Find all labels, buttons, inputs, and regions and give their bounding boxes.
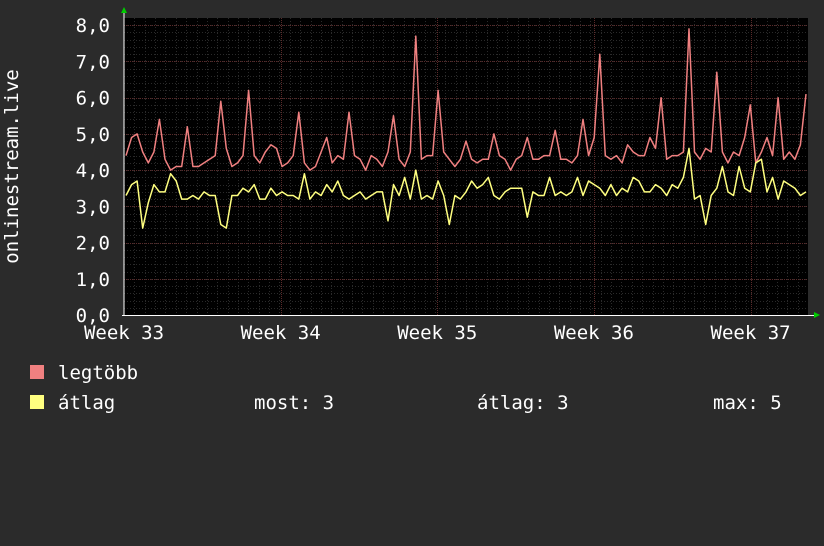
y-tick-label: 6,0 <box>76 88 110 110</box>
stat-most-value: 3 <box>322 392 335 414</box>
stat-max: max: 5 <box>713 392 782 414</box>
legend-label-atlag: átlag <box>58 392 116 414</box>
legend-label-legtobb: legtöbb <box>58 362 139 384</box>
legend-row-legtobb: legtöbb <box>30 362 138 384</box>
chart-area: 0,0 1,0 2,0 3,0 4,0 5,0 6,0 7,0 8,0 Week 33 Week 3… <box>1 7 820 344</box>
stat-most: most: 3 <box>254 392 334 414</box>
y-axis-arrow-icon <box>121 7 127 13</box>
x-tick-label: Week 34 <box>241 322 321 344</box>
stat-max-value: 5 <box>770 392 782 414</box>
x-axis-arrow-icon <box>814 312 820 318</box>
y-axis-label: onlinestream.live <box>1 69 23 263</box>
y-tick-label: 4,0 <box>76 160 110 182</box>
legend: legtöbb átlag most: 3 átlag: 3 max: 5 <box>30 362 810 422</box>
legend-swatch-atlag <box>30 395 44 409</box>
line-chart: 0,0 1,0 2,0 3,0 4,0 5,0 6,0 7,0 8,0 Week 33 Week 3… <box>1 7 820 344</box>
y-tick-label: 5,0 <box>76 124 110 146</box>
legend-swatch-legtobb <box>30 365 44 379</box>
series-line-1 <box>125 147 807 229</box>
stat-atlag: átlag: 3 <box>477 392 569 414</box>
y-tick-label: 2,0 <box>76 233 110 255</box>
x-tick-label: Week 36 <box>554 322 634 344</box>
y-tick-label: 1,0 <box>76 269 110 291</box>
y-tick-label: 8,0 <box>76 15 110 37</box>
stat-max-label: max: <box>713 392 759 414</box>
y-tick-label: 0,0 <box>76 305 110 327</box>
y-tick-label: 7,0 <box>76 51 110 73</box>
plot-background <box>124 18 808 315</box>
stat-atlag-value: 3 <box>557 392 569 414</box>
series-line-0 <box>125 28 807 171</box>
x-tick-label: Week 35 <box>397 322 477 344</box>
x-tick-label: Week 33 <box>84 322 164 344</box>
y-tick-label: 3,0 <box>76 196 110 218</box>
stat-atlag-label: átlag: <box>477 392 546 414</box>
x-tick-label: Week 37 <box>711 322 791 344</box>
legend-row-atlag: átlag most: 3 átlag: 3 max: 5 <box>30 392 782 414</box>
stat-most-label: most: <box>254 392 312 414</box>
